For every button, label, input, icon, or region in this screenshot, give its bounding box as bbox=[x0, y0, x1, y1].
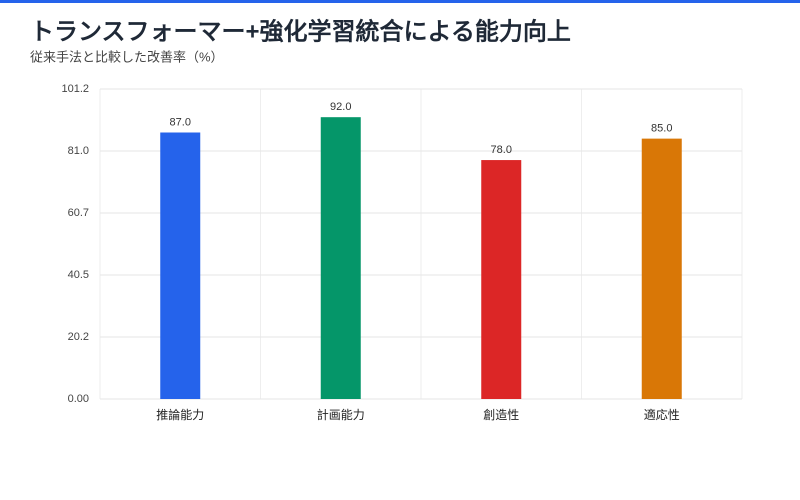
y-tick-label: 60.7 bbox=[68, 207, 89, 219]
y-tick-label: 0.00 bbox=[68, 393, 89, 405]
bar bbox=[160, 132, 201, 399]
value-label: 78.0 bbox=[491, 144, 512, 156]
bar bbox=[320, 117, 361, 399]
y-tick-label: 81.0 bbox=[68, 145, 89, 157]
value-label: 85.0 bbox=[651, 123, 672, 135]
y-tick-label: 40.5 bbox=[68, 269, 89, 281]
bar bbox=[641, 138, 682, 399]
chart-title: トランスフォーマー+強化学習統合による能力向上 bbox=[30, 17, 571, 45]
x-tick-label: 適応性 bbox=[644, 407, 680, 422]
y-tick-label: 20.2 bbox=[68, 331, 89, 343]
x-tick-label: 計画能力 bbox=[317, 407, 365, 422]
top-accent bbox=[0, 0, 800, 3]
bar bbox=[481, 160, 522, 399]
x-tick-label: 創造性 bbox=[483, 408, 519, 422]
y-tick-label: 101.2 bbox=[61, 83, 89, 95]
x-tick-label: 推論能力 bbox=[156, 407, 204, 422]
value-label: 92.0 bbox=[330, 101, 351, 113]
value-label: 87.0 bbox=[170, 116, 191, 128]
chart-subtitle: 従来手法と比較した改善率（%） bbox=[30, 49, 224, 64]
